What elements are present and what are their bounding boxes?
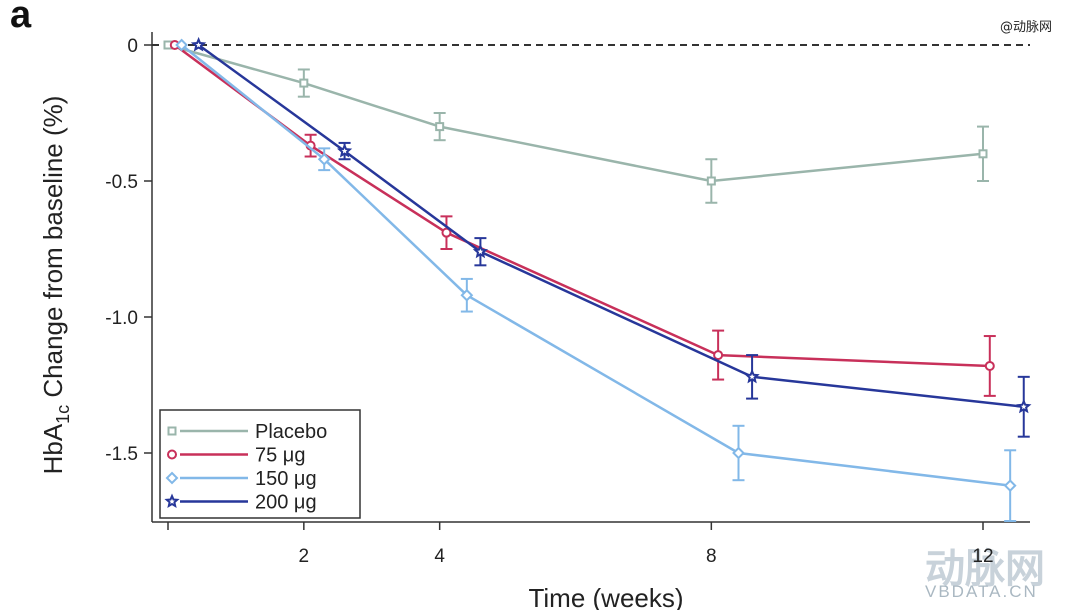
series-2-point — [441, 227, 452, 238]
series-3 — [175, 38, 1017, 522]
y-tick-label: -1.5 — [105, 444, 138, 465]
legend-swatch-marker — [167, 426, 177, 436]
series-4-point — [190, 36, 207, 52]
series-3-point — [317, 152, 331, 166]
legend-entry-label: Placebo — [255, 421, 327, 443]
series-1-point — [978, 149, 988, 159]
y-axis-label-subscript: 1c — [53, 405, 73, 424]
x-axis-label: Time (weeks) — [528, 583, 683, 610]
x-tick-label: 4 — [434, 546, 445, 567]
legend-swatch-marker — [164, 493, 180, 508]
y-axis-label-suffix: Change from baseline (%) — [38, 96, 68, 405]
legend-swatch-marker — [167, 449, 177, 460]
series-3-point — [175, 38, 188, 52]
watermark-brand-cn: 动脉网 — [925, 546, 1045, 592]
series-4-point — [472, 243, 489, 259]
x-tick-label: 2 — [299, 546, 310, 567]
series-3-point — [732, 446, 745, 460]
series-2-point — [984, 360, 995, 371]
series-2-line — [174, 43, 990, 368]
series-4-point — [744, 368, 760, 384]
panel-label: a — [10, 0, 32, 36]
series-1 — [163, 40, 989, 204]
y-axis-label-prefix: HbA — [38, 423, 68, 474]
y-tick-label: -0.5 — [105, 172, 138, 193]
series-3-point — [460, 288, 474, 302]
series-1-point — [435, 122, 445, 132]
chart-axes: 0 -0.5 -1.0 -1.5 2 4 8 12 — [105, 32, 1030, 567]
series-4 — [190, 36, 1032, 438]
y-tick-label: -1.0 — [105, 308, 138, 329]
y-axis-label: HbA1c Change from baseline (%) — [38, 96, 73, 475]
series-2-point — [713, 350, 724, 361]
series-4-point — [336, 143, 353, 158]
x-tick-label: 8 — [706, 546, 717, 567]
legend-entry-label: 75 μg — [255, 445, 305, 467]
legend-box — [159, 409, 361, 519]
y-tick-label: 0 — [127, 36, 138, 57]
source-tag: @动脉网 — [1000, 20, 1053, 35]
series-4-line — [197, 43, 1024, 409]
series-layer — [163, 36, 1032, 522]
legend-swatch-marker — [165, 471, 179, 485]
series-1-point — [706, 176, 716, 186]
series-4-point — [1016, 398, 1032, 414]
watermark-brand-en: VBDATA.CN — [925, 582, 1038, 601]
series-1-point — [299, 78, 309, 88]
series-3-point — [1003, 479, 1017, 493]
x-tick-label: 12 — [972, 546, 993, 567]
legend-entry-label: 200 μg — [255, 492, 317, 514]
legend-entry-label: 150 μg — [255, 468, 317, 490]
series-2 — [169, 40, 996, 397]
